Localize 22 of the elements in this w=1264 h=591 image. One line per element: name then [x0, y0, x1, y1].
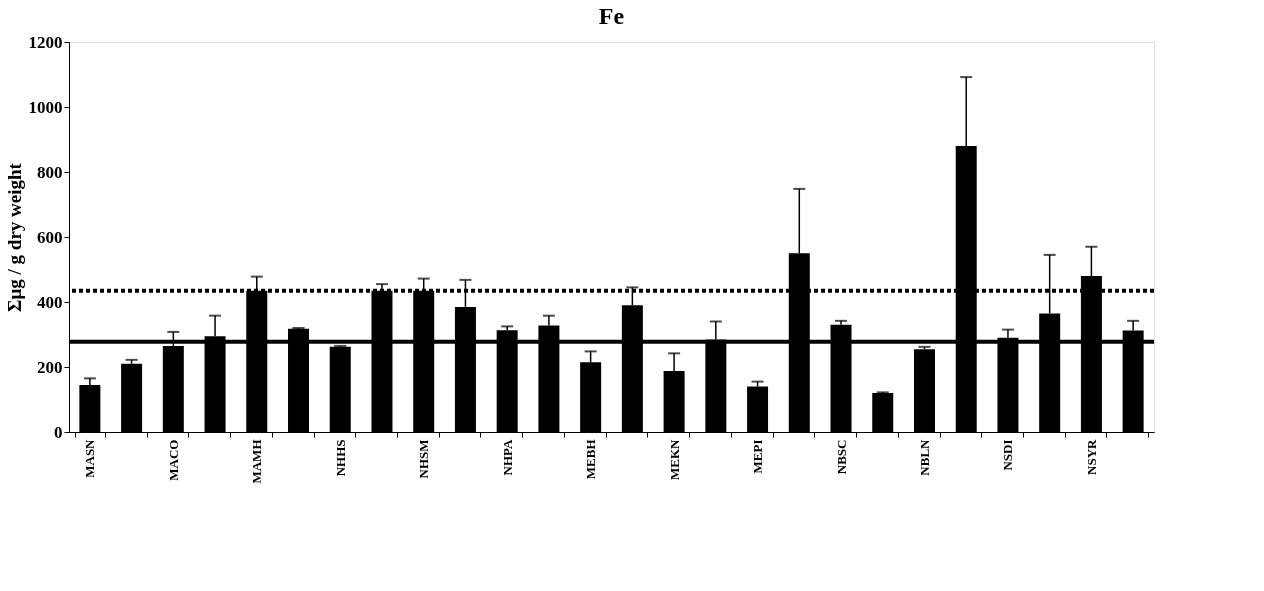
- y-tick-label: 1000: [28, 97, 63, 117]
- y-tick-label: 200: [37, 357, 63, 377]
- y-tick-label: 800: [37, 162, 63, 182]
- x-tick-label: MASN: [82, 438, 98, 478]
- x-tick-label: MEPI: [750, 439, 766, 474]
- y-tick-label: 400: [37, 292, 63, 312]
- x-tick-label: MAMH: [249, 439, 265, 484]
- x-tick-label: NBSC: [833, 439, 849, 475]
- y-tick-label: 0: [54, 422, 63, 442]
- x-tick-label: MACO: [165, 439, 181, 481]
- y-axis-title: Σμg / g dry weight: [3, 162, 25, 312]
- x-tick-label: NHPA: [499, 438, 515, 476]
- x-tick-label: NHHS: [332, 439, 348, 477]
- x-tick-label: NSYR: [1083, 438, 1099, 475]
- x-tick-label: MEKN: [666, 438, 682, 480]
- chart-title: Fe: [598, 3, 625, 29]
- x-tick-label: MEBH: [583, 439, 599, 480]
- y-tick-label: 600: [37, 227, 63, 247]
- y-tick-label: 1200: [28, 32, 63, 52]
- x-tick-label: NSDI: [1000, 439, 1016, 471]
- x-tick-label: NHSM: [416, 439, 432, 479]
- x-tick-label: NBLN: [916, 438, 932, 476]
